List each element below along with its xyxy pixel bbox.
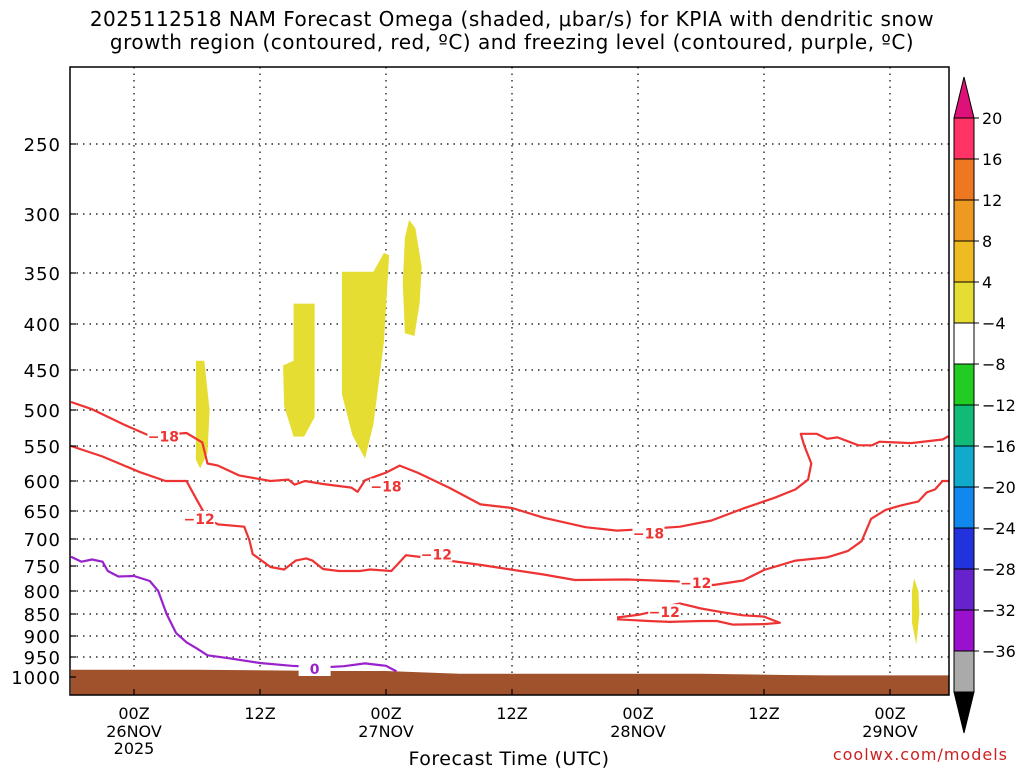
y-tick-label: 900 (24, 627, 61, 648)
colorbar-label: 8 (982, 232, 992, 251)
credit-text: coolwx.com/models (832, 745, 1008, 764)
colorbar: 20 16 12 8 4 −4 −8 −12 −16 −20 −24 −28 −32 −36 (953, 76, 1016, 734)
y-tick-label: 650 (24, 502, 61, 523)
colorbar-label: −24 (982, 519, 1016, 538)
colorbar-label: −36 (982, 642, 1016, 661)
colorbar-swatch (953, 199, 975, 242)
y-tick-label: 1000 (11, 668, 61, 689)
colorbar-swatch (953, 281, 975, 324)
x-tick-time: 00Z (118, 704, 149, 723)
x-tick-time: 12Z (244, 704, 275, 723)
contour-label: −12 (183, 512, 214, 528)
y-axis: 2503003504004505005506006507007508008509… (11, 135, 76, 689)
contour-label-bg (183, 510, 216, 526)
omega-region-positive (283, 303, 315, 437)
colorbar-swatch (953, 486, 975, 529)
contour-label-bg (370, 478, 402, 494)
x-tick-time: 00Z (874, 704, 905, 723)
y-tick-label: 750 (24, 557, 61, 578)
contour-label: −18 (370, 479, 401, 495)
omega-region-positive (402, 219, 422, 336)
colorbar-swatch (953, 363, 975, 406)
x-axis-title: Forecast Time (UTC) (409, 748, 610, 768)
contour-lines (70, 400, 949, 673)
colorbar-label: −12 (982, 396, 1016, 415)
colorbar-label: −32 (982, 601, 1016, 620)
y-tick-label: 800 (24, 582, 61, 603)
contour-label-bg (298, 661, 331, 676)
y-tick-label: 600 (24, 472, 61, 493)
contour-line (616, 602, 781, 626)
y-tick-label: 850 (24, 605, 61, 626)
y-tick-label: 500 (24, 401, 61, 422)
y-tick-label: 350 (24, 264, 61, 285)
colorbar-bottom-arrow (953, 691, 975, 734)
y-tick-label: 550 (24, 437, 61, 458)
colorbar-swatch (953, 117, 975, 160)
colorbar-swatch (953, 158, 975, 201)
omega-region-positive (195, 360, 210, 469)
omega-region-positive (341, 252, 390, 459)
contour-label: −18 (633, 526, 664, 542)
colorbar-swatch (953, 568, 975, 611)
y-tick-label: 400 (24, 315, 61, 336)
colorbar-top-arrow (953, 76, 975, 119)
colorbar-label: 12 (982, 191, 1002, 210)
colorbar-label: −8 (982, 355, 1006, 374)
colorbar-swatch (953, 240, 975, 283)
colorbar-label: −4 (982, 314, 1006, 333)
colorbar-label: −16 (982, 437, 1016, 456)
x-tick-date: 29NOV (862, 722, 918, 741)
x-tick-time: 00Z (622, 704, 653, 723)
contour-labels: −18−18−18−12−12−12−120 (147, 428, 712, 678)
y-tick-label: 700 (24, 530, 61, 551)
x-tick-date: 28NOV (610, 722, 666, 741)
contour-line (70, 444, 949, 587)
contour-label: −12 (680, 576, 711, 592)
colorbar-label: −28 (982, 560, 1016, 579)
x-tick-year: 2025 (114, 739, 155, 758)
grid-lines (70, 67, 949, 695)
x-tick-date: 27NOV (358, 722, 414, 741)
contour-label-bg (679, 575, 712, 590)
y-tick-label: 300 (24, 205, 61, 226)
colorbar-label: −20 (982, 478, 1016, 497)
omega-shading (195, 219, 953, 645)
contour-label-bg (648, 604, 681, 620)
contour-label: −12 (421, 548, 452, 564)
colorbar-swatch (953, 527, 975, 570)
contour-label-bg (632, 525, 665, 541)
contour-label-bg (420, 546, 453, 562)
colorbar-label: 16 (982, 150, 1002, 169)
colorbar-label: 20 (982, 109, 1002, 128)
x-tick-date: 26NOV (106, 722, 162, 741)
y-tick-label: 450 (24, 361, 61, 382)
colorbar-swatch (953, 404, 975, 447)
colorbar-swatch (953, 322, 975, 365)
contour-label: −12 (649, 605, 680, 621)
plot-frame (69, 66, 950, 696)
x-tick-time: 00Z (370, 704, 401, 723)
contour-line (70, 400, 949, 532)
contour-line (70, 555, 398, 673)
terrain-polygon (71, 669, 949, 695)
colorbar-swatch (953, 650, 975, 693)
colorbar-label: 4 (982, 273, 992, 292)
y-tick-label: 950 (24, 648, 61, 669)
colorbar-swatch (953, 445, 975, 488)
contour-label: 0 (310, 662, 320, 678)
terrain-fill (71, 669, 949, 695)
chart-title: 2025112518 NAM Forecast Omega (shaded, μ… (89, 7, 935, 54)
contour-label-bg (147, 428, 180, 444)
x-tick-time: 12Z (748, 704, 779, 723)
x-tick-time: 12Z (496, 704, 527, 723)
omega-region-positive (912, 578, 920, 645)
colorbar-swatch (953, 609, 975, 652)
contour-label: −18 (148, 430, 179, 446)
y-tick-label: 250 (24, 135, 61, 156)
omega-region-negative (952, 450, 953, 485)
